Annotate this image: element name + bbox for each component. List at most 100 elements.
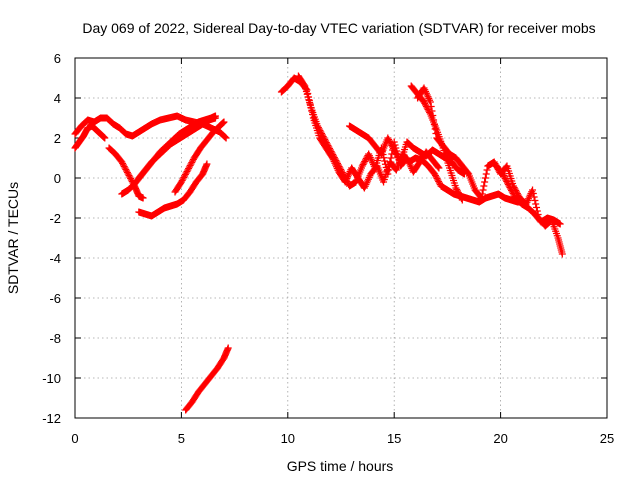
series-track-10 xyxy=(294,72,443,190)
data-point-fill xyxy=(532,200,540,208)
data-point-fill xyxy=(322,139,330,146)
data-point-fill xyxy=(328,149,336,157)
data-point-fill xyxy=(434,163,442,171)
data-point-fill xyxy=(180,174,188,181)
data-point-fill xyxy=(188,159,196,166)
data-point-fill xyxy=(342,176,350,184)
data-point-fill xyxy=(455,190,463,198)
data-point-fill xyxy=(500,172,508,179)
data-point-fill xyxy=(423,104,431,112)
data-point-fill xyxy=(477,193,485,201)
data-point-fill xyxy=(389,143,397,151)
data-point-fill xyxy=(508,188,516,196)
data-point xyxy=(203,160,211,168)
series-track-12 xyxy=(407,82,466,204)
data-point-fill xyxy=(187,160,195,168)
data-point-fill xyxy=(387,140,395,148)
data-point xyxy=(529,186,537,194)
data-point-fill xyxy=(502,176,510,184)
data-point-fill xyxy=(508,187,516,194)
data-point-fill xyxy=(323,140,331,148)
data-point-fill xyxy=(342,175,350,182)
data-point-fill xyxy=(300,81,308,89)
data-point-fill xyxy=(386,139,394,146)
data-point-fill xyxy=(454,187,462,195)
data-point-fill xyxy=(385,137,393,145)
data-point-fill xyxy=(533,204,541,211)
data-point-fill xyxy=(221,133,229,141)
data-point-fill xyxy=(123,169,131,176)
data-point-fill xyxy=(318,131,326,139)
data-point xyxy=(101,134,109,142)
data-point-fill xyxy=(386,158,394,166)
data-point-fill xyxy=(464,169,472,177)
data-point-fill xyxy=(385,136,393,143)
data-point-fill xyxy=(431,125,439,133)
data-point-fill xyxy=(334,161,342,169)
data-point-fill xyxy=(329,151,337,158)
data-point-fill xyxy=(330,154,338,161)
data-point-fill xyxy=(387,154,395,162)
data-point-fill xyxy=(122,166,130,173)
data-point-fill xyxy=(185,165,193,172)
data-point-fill xyxy=(181,171,189,178)
data-point-fill xyxy=(336,164,344,172)
data-point-fill xyxy=(454,189,462,196)
data-point-fill xyxy=(335,163,343,170)
data-point xyxy=(435,164,443,172)
series-track-9 xyxy=(277,74,528,206)
data-point xyxy=(118,158,126,166)
data-point-fill xyxy=(324,142,332,149)
data-point xyxy=(505,182,513,190)
series-track-11 xyxy=(346,122,468,178)
series-track-13 xyxy=(414,84,566,258)
data-point-fill xyxy=(338,169,346,176)
x-tick-label: 15 xyxy=(387,431,401,446)
data-point-fill xyxy=(381,160,389,168)
data-point-fill xyxy=(325,143,333,151)
data-point-fill xyxy=(314,124,322,131)
data-point-fill xyxy=(338,167,346,175)
series-track-6 xyxy=(171,118,228,196)
data-point xyxy=(390,146,398,154)
data-point-fill xyxy=(481,174,489,182)
data-point-fill xyxy=(530,193,538,201)
data-point-fill xyxy=(125,172,133,179)
data-point-fill xyxy=(181,172,189,180)
data-point-fill xyxy=(431,172,439,179)
data-point-fill xyxy=(510,191,518,199)
data-point xyxy=(384,170,392,178)
data-points xyxy=(71,72,566,414)
data-point-fill xyxy=(393,152,401,160)
data-point xyxy=(224,344,232,352)
data-point-fill xyxy=(427,103,435,110)
data-point-fill xyxy=(359,161,367,168)
y-tick-label: -6 xyxy=(49,291,61,306)
y-tick-label: -10 xyxy=(42,371,61,386)
data-point-fill xyxy=(220,133,228,140)
data-point-fill xyxy=(434,176,442,184)
data-point xyxy=(431,170,439,178)
data-point-fill xyxy=(479,186,487,194)
y-tick-label: -8 xyxy=(49,331,61,346)
data-point-fill xyxy=(435,178,443,185)
data-point-fill xyxy=(318,130,326,137)
data-point-fill xyxy=(179,175,187,183)
data-point-fill xyxy=(381,157,389,165)
grid-lines xyxy=(75,58,607,418)
data-point-fill xyxy=(326,145,334,152)
series-track-5 xyxy=(135,114,219,182)
data-point xyxy=(420,98,428,106)
data-point-fill xyxy=(478,190,486,198)
data-point-fill xyxy=(506,184,514,191)
data-point xyxy=(477,194,485,202)
x-axis-label: GPS time / hours xyxy=(287,458,394,474)
data-point-fill xyxy=(120,163,128,170)
data-point-fill xyxy=(392,149,400,157)
series-track-8 xyxy=(182,344,232,414)
data-point xyxy=(184,166,192,174)
chart-title: Day 069 of 2022, Sidereal Day-to-day VTE… xyxy=(82,20,595,36)
y-tick-label: 4 xyxy=(54,91,61,106)
series-track-2 xyxy=(71,122,109,152)
data-point-fill xyxy=(185,163,193,171)
